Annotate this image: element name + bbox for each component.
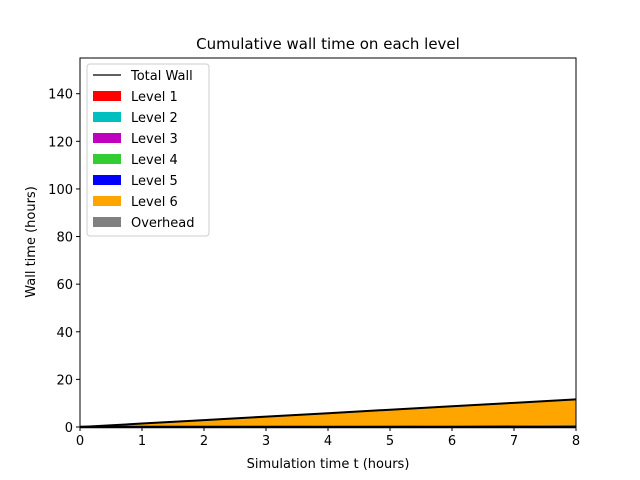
x-tick-label: 5 — [386, 434, 394, 449]
legend-swatch-level-6 — [93, 196, 121, 206]
x-tick-label: 6 — [448, 434, 456, 449]
y-tick-label: 80 — [56, 231, 73, 246]
x-tick-label: 0 — [76, 434, 84, 449]
y-tick-label: 120 — [48, 135, 73, 150]
y-tick-label: 0 — [65, 421, 73, 436]
y-tick-label: 100 — [48, 183, 73, 198]
x-tick-label: 2 — [200, 434, 208, 449]
x-tick-label: 1 — [138, 434, 146, 449]
y-axis-ticks: 0 20 40 60 80 100 120 140 — [48, 88, 80, 436]
legend-label-level-3: Level 3 — [131, 132, 178, 147]
legend-swatch-level-4 — [93, 154, 121, 164]
legend: Total Wall Level 1 Level 2 Level 3 Level 4 Le… — [86, 63, 210, 237]
legend-label-level-6: Level 6 — [131, 195, 178, 210]
y-tick-label: 60 — [56, 278, 73, 293]
legend-swatch-level-2 — [93, 112, 121, 122]
chart-title: Cumulative wall time on each level — [196, 35, 460, 53]
x-tick-label: 8 — [572, 434, 580, 449]
legend-label-level-4: Level 4 — [131, 153, 178, 168]
x-tick-label: 4 — [324, 434, 332, 449]
x-tick-label: 7 — [510, 434, 518, 449]
y-tick-label: 20 — [56, 373, 73, 388]
x-tick-label: 3 — [262, 434, 270, 449]
legend-swatch-overhead — [93, 217, 121, 227]
legend-swatch-level-3 — [93, 133, 121, 143]
legend-label-total-wall: Total Wall — [130, 69, 193, 84]
legend-label-level-2: Level 2 — [131, 111, 178, 126]
y-tick-label: 40 — [56, 326, 73, 341]
legend-swatch-level-5 — [93, 175, 121, 185]
x-axis-label: Simulation time t (hours) — [247, 457, 410, 472]
y-axis-label: Wall time (hours) — [24, 186, 39, 298]
legend-label-overhead: Overhead — [131, 216, 195, 231]
line-total-wall — [79, 398, 577, 428]
legend-box — [86, 63, 210, 237]
x-axis-ticks: 0 1 2 3 4 5 6 7 8 — [76, 427, 580, 449]
legend-label-level-1: Level 1 — [131, 90, 178, 105]
legend-label-level-5: Level 5 — [131, 174, 178, 189]
y-tick-label: 140 — [48, 88, 73, 103]
legend-swatch-level-1 — [93, 91, 121, 101]
